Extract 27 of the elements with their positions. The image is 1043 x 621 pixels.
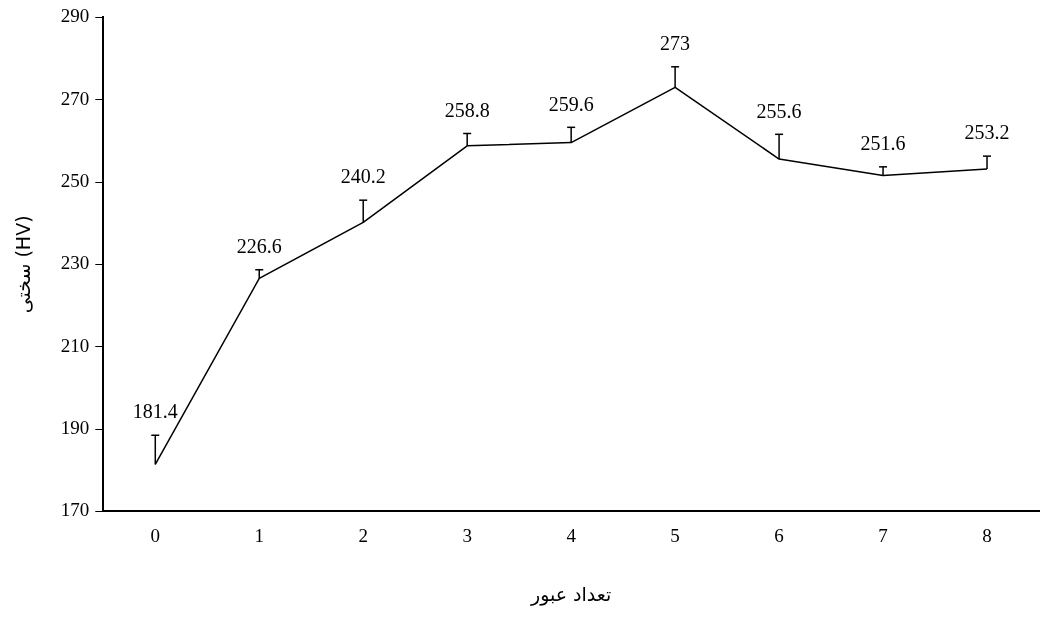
data-label: 240.2: [340, 165, 386, 188]
data-label: 273: [660, 32, 691, 55]
x-tick-label: 7: [878, 524, 888, 546]
data-label: 251.6: [860, 132, 906, 155]
x-tick-label: 5: [670, 524, 680, 546]
x-tick-label: 4: [566, 524, 577, 546]
x-tick-label: 6: [774, 524, 784, 546]
data-label: 226.6: [236, 235, 282, 257]
data-label: 255.6: [756, 99, 802, 122]
data-label: 181.4: [132, 400, 178, 423]
y-tick-label: 250: [60, 170, 90, 192]
x-tick-label: 1: [254, 524, 264, 546]
y-tick-label: 190: [60, 417, 90, 439]
x-axis-title: تعداد عبور: [530, 582, 612, 606]
x-tick-label: 0: [150, 524, 161, 546]
data-label: 259.6: [548, 92, 594, 115]
data-label: 258.8: [444, 98, 490, 121]
y-tick-label: 170: [60, 499, 90, 521]
y-axis-title: سختی (HV): [12, 215, 35, 314]
data-label: 253.2: [964, 121, 1010, 144]
y-tick-label: 230: [60, 252, 90, 274]
y-tick-label: 290: [60, 5, 90, 27]
x-tick-label: 8: [982, 524, 992, 546]
x-tick-label: 3: [462, 524, 472, 546]
x-tick-label: 2: [358, 524, 368, 546]
y-tick-label: 210: [60, 334, 90, 356]
y-tick-label: 270: [60, 87, 90, 109]
